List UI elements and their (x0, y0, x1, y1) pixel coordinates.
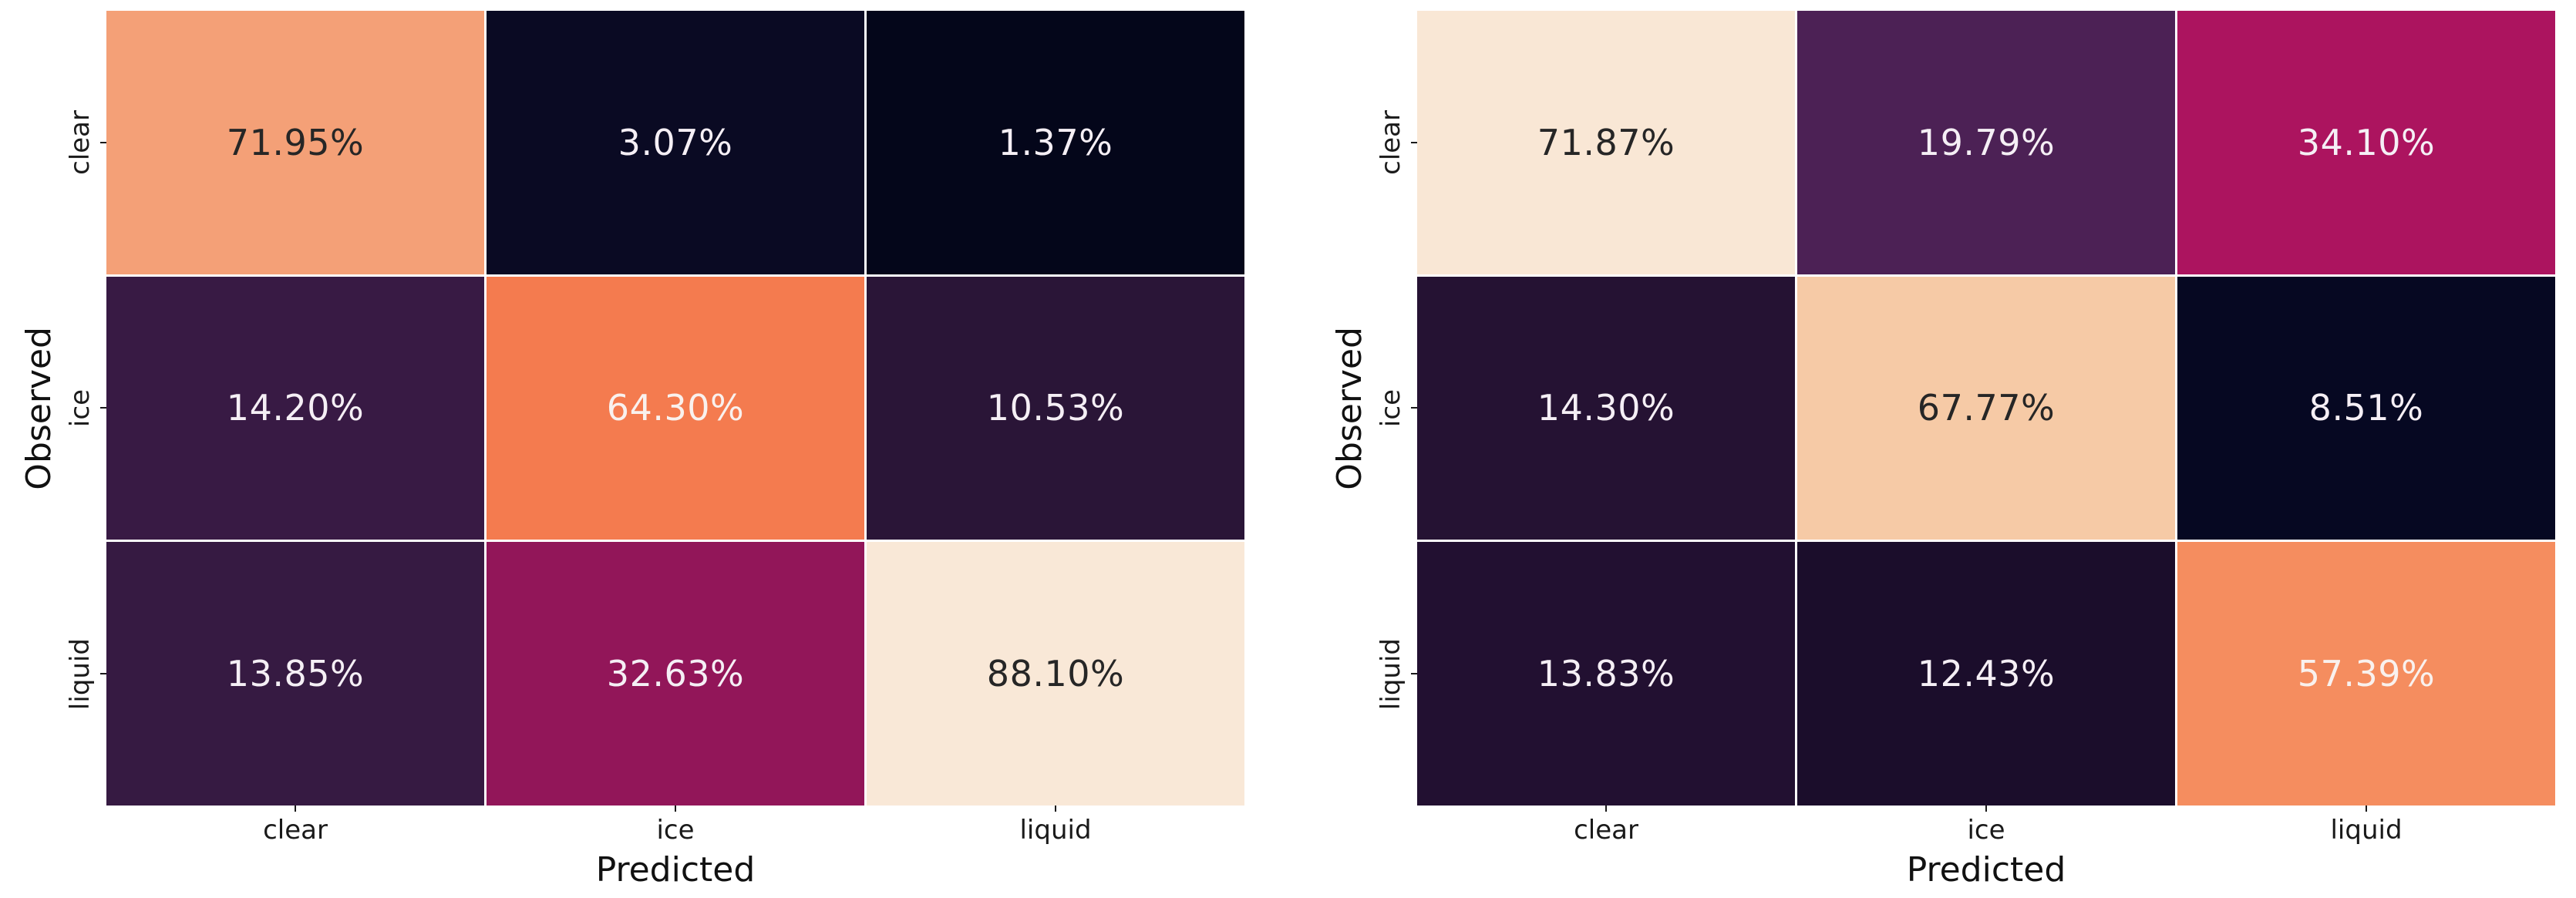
tick-mark (2366, 806, 2367, 812)
cell-value: 67.77% (1917, 387, 2056, 429)
x-tick-col-liquid: liquid (867, 806, 1244, 850)
tick-mark (675, 806, 676, 812)
tick-mark (1411, 141, 1417, 143)
heatmap-cell: 71.95% (106, 11, 484, 274)
y-tick-row-liquid: liquid (63, 542, 106, 806)
y-axis-label-container: Observed (1325, 11, 1374, 806)
y-tick-labels: clear ice liquid (63, 11, 106, 806)
tick-mark (295, 806, 296, 812)
y-tick-labels: clear ice liquid (1374, 11, 1417, 806)
x-tick-col-clear: clear (106, 806, 484, 850)
y-tick-row-clear: clear (63, 11, 106, 274)
y-tick-label: ice (1376, 388, 1406, 428)
cell-value: 64.30% (606, 387, 745, 429)
x-axis-label: Predicted (1906, 850, 2066, 890)
x-tick-label: liquid (1019, 815, 1092, 846)
x-tick-label: liquid (2330, 815, 2403, 846)
y-tick-row-liquid: liquid (1374, 542, 1417, 806)
heatmap-cell: 32.63% (487, 542, 864, 806)
tick-mark (1411, 407, 1417, 409)
heatmap-cell: 13.83% (1417, 542, 1795, 806)
y-axis-label: Observed (1329, 326, 1369, 490)
tick-mark (1985, 806, 1987, 812)
y-tick-label: clear (65, 109, 96, 175)
cell-value: 1.37% (998, 121, 1113, 163)
x-tick-label: clear (263, 815, 328, 846)
x-tick-label: ice (1967, 815, 2005, 846)
cell-value: 34.10% (2297, 121, 2436, 163)
cell-value: 3.07% (618, 121, 733, 163)
cell-value: 88.10% (986, 653, 1125, 695)
x-axis-label-container: Predicted (1417, 850, 2555, 898)
tick-mark (1055, 806, 1056, 812)
heatmap-cell: 3.07% (487, 11, 864, 274)
cell-value: 13.85% (226, 653, 365, 695)
heatmap-cell: 10.53% (867, 276, 1244, 540)
cell-value: 71.95% (226, 121, 365, 163)
cell-value: 14.20% (226, 387, 365, 429)
heatmap-cell: 8.51% (2177, 276, 2555, 540)
heatmap-cell: 67.77% (1797, 276, 2175, 540)
tick-mark (100, 141, 106, 143)
heatmap-cell: 34.10% (2177, 11, 2555, 274)
heatmap-cell: 12.43% (1797, 542, 2175, 806)
heatmap-cell: 19.79% (1797, 11, 2175, 274)
cell-value: 13.83% (1537, 653, 1675, 695)
y-axis-label: Observed (19, 326, 59, 490)
cell-value: 57.39% (2297, 653, 2436, 695)
tick-mark (1411, 673, 1417, 675)
heatmap-cell: 14.30% (1417, 276, 1795, 540)
x-tick-col-liquid: liquid (2177, 806, 2555, 850)
y-tick-row-ice: ice (1374, 277, 1417, 540)
cell-value: 71.87% (1537, 121, 1675, 163)
x-tick-label: clear (1574, 815, 1638, 846)
y-tick-label: liquid (65, 637, 96, 710)
y-tick-row-ice: ice (63, 277, 106, 540)
heatmap-cell: 13.85% (106, 542, 484, 806)
tick-mark (100, 673, 106, 675)
cell-value: 12.43% (1917, 653, 2056, 695)
tick-mark (100, 407, 106, 409)
cell-value: 14.30% (1537, 387, 1675, 429)
x-tick-col-ice: ice (1797, 806, 2175, 850)
x-axis-label: Predicted (595, 850, 756, 890)
heatmap-cell: 1.37% (867, 11, 1244, 274)
x-tick-labels: clear ice liquid (106, 806, 1244, 850)
heatmap-cell: 57.39% (2177, 542, 2555, 806)
x-tick-labels: clear ice liquid (1417, 806, 2555, 850)
x-tick-col-ice: ice (487, 806, 864, 850)
x-tick-label: ice (656, 815, 695, 846)
heatmap-grid: 71.87% 19.79% 34.10% 14.30% 67.77% 8.51%… (1417, 11, 2555, 806)
confusion-matrix-left: Observed clear ice liquid 71.95% 3.07% 1… (14, 11, 1244, 898)
heatmap-cell: 14.20% (106, 276, 484, 540)
x-axis-label-container: Predicted (106, 850, 1244, 898)
y-tick-row-clear: clear (1374, 11, 1417, 274)
heatmap-cell: 71.87% (1417, 11, 1795, 274)
confusion-matrix-right: Observed clear ice liquid 71.87% 19.79% … (1325, 11, 2555, 898)
x-tick-col-clear: clear (1417, 806, 1795, 850)
cell-value: 8.51% (2308, 387, 2424, 429)
cell-value: 32.63% (606, 653, 745, 695)
tick-mark (1605, 806, 1607, 812)
heatmap-cell: 88.10% (867, 542, 1244, 806)
y-tick-label: clear (1376, 109, 1406, 175)
y-tick-label: liquid (1376, 637, 1406, 710)
cell-value: 10.53% (986, 387, 1125, 429)
y-tick-label: ice (65, 388, 96, 428)
heatmap-cell: 64.30% (487, 276, 864, 540)
y-axis-label-container: Observed (14, 11, 63, 806)
cell-value: 19.79% (1917, 121, 2056, 163)
heatmap-grid: 71.95% 3.07% 1.37% 14.20% 64.30% 10.53% … (106, 11, 1244, 806)
